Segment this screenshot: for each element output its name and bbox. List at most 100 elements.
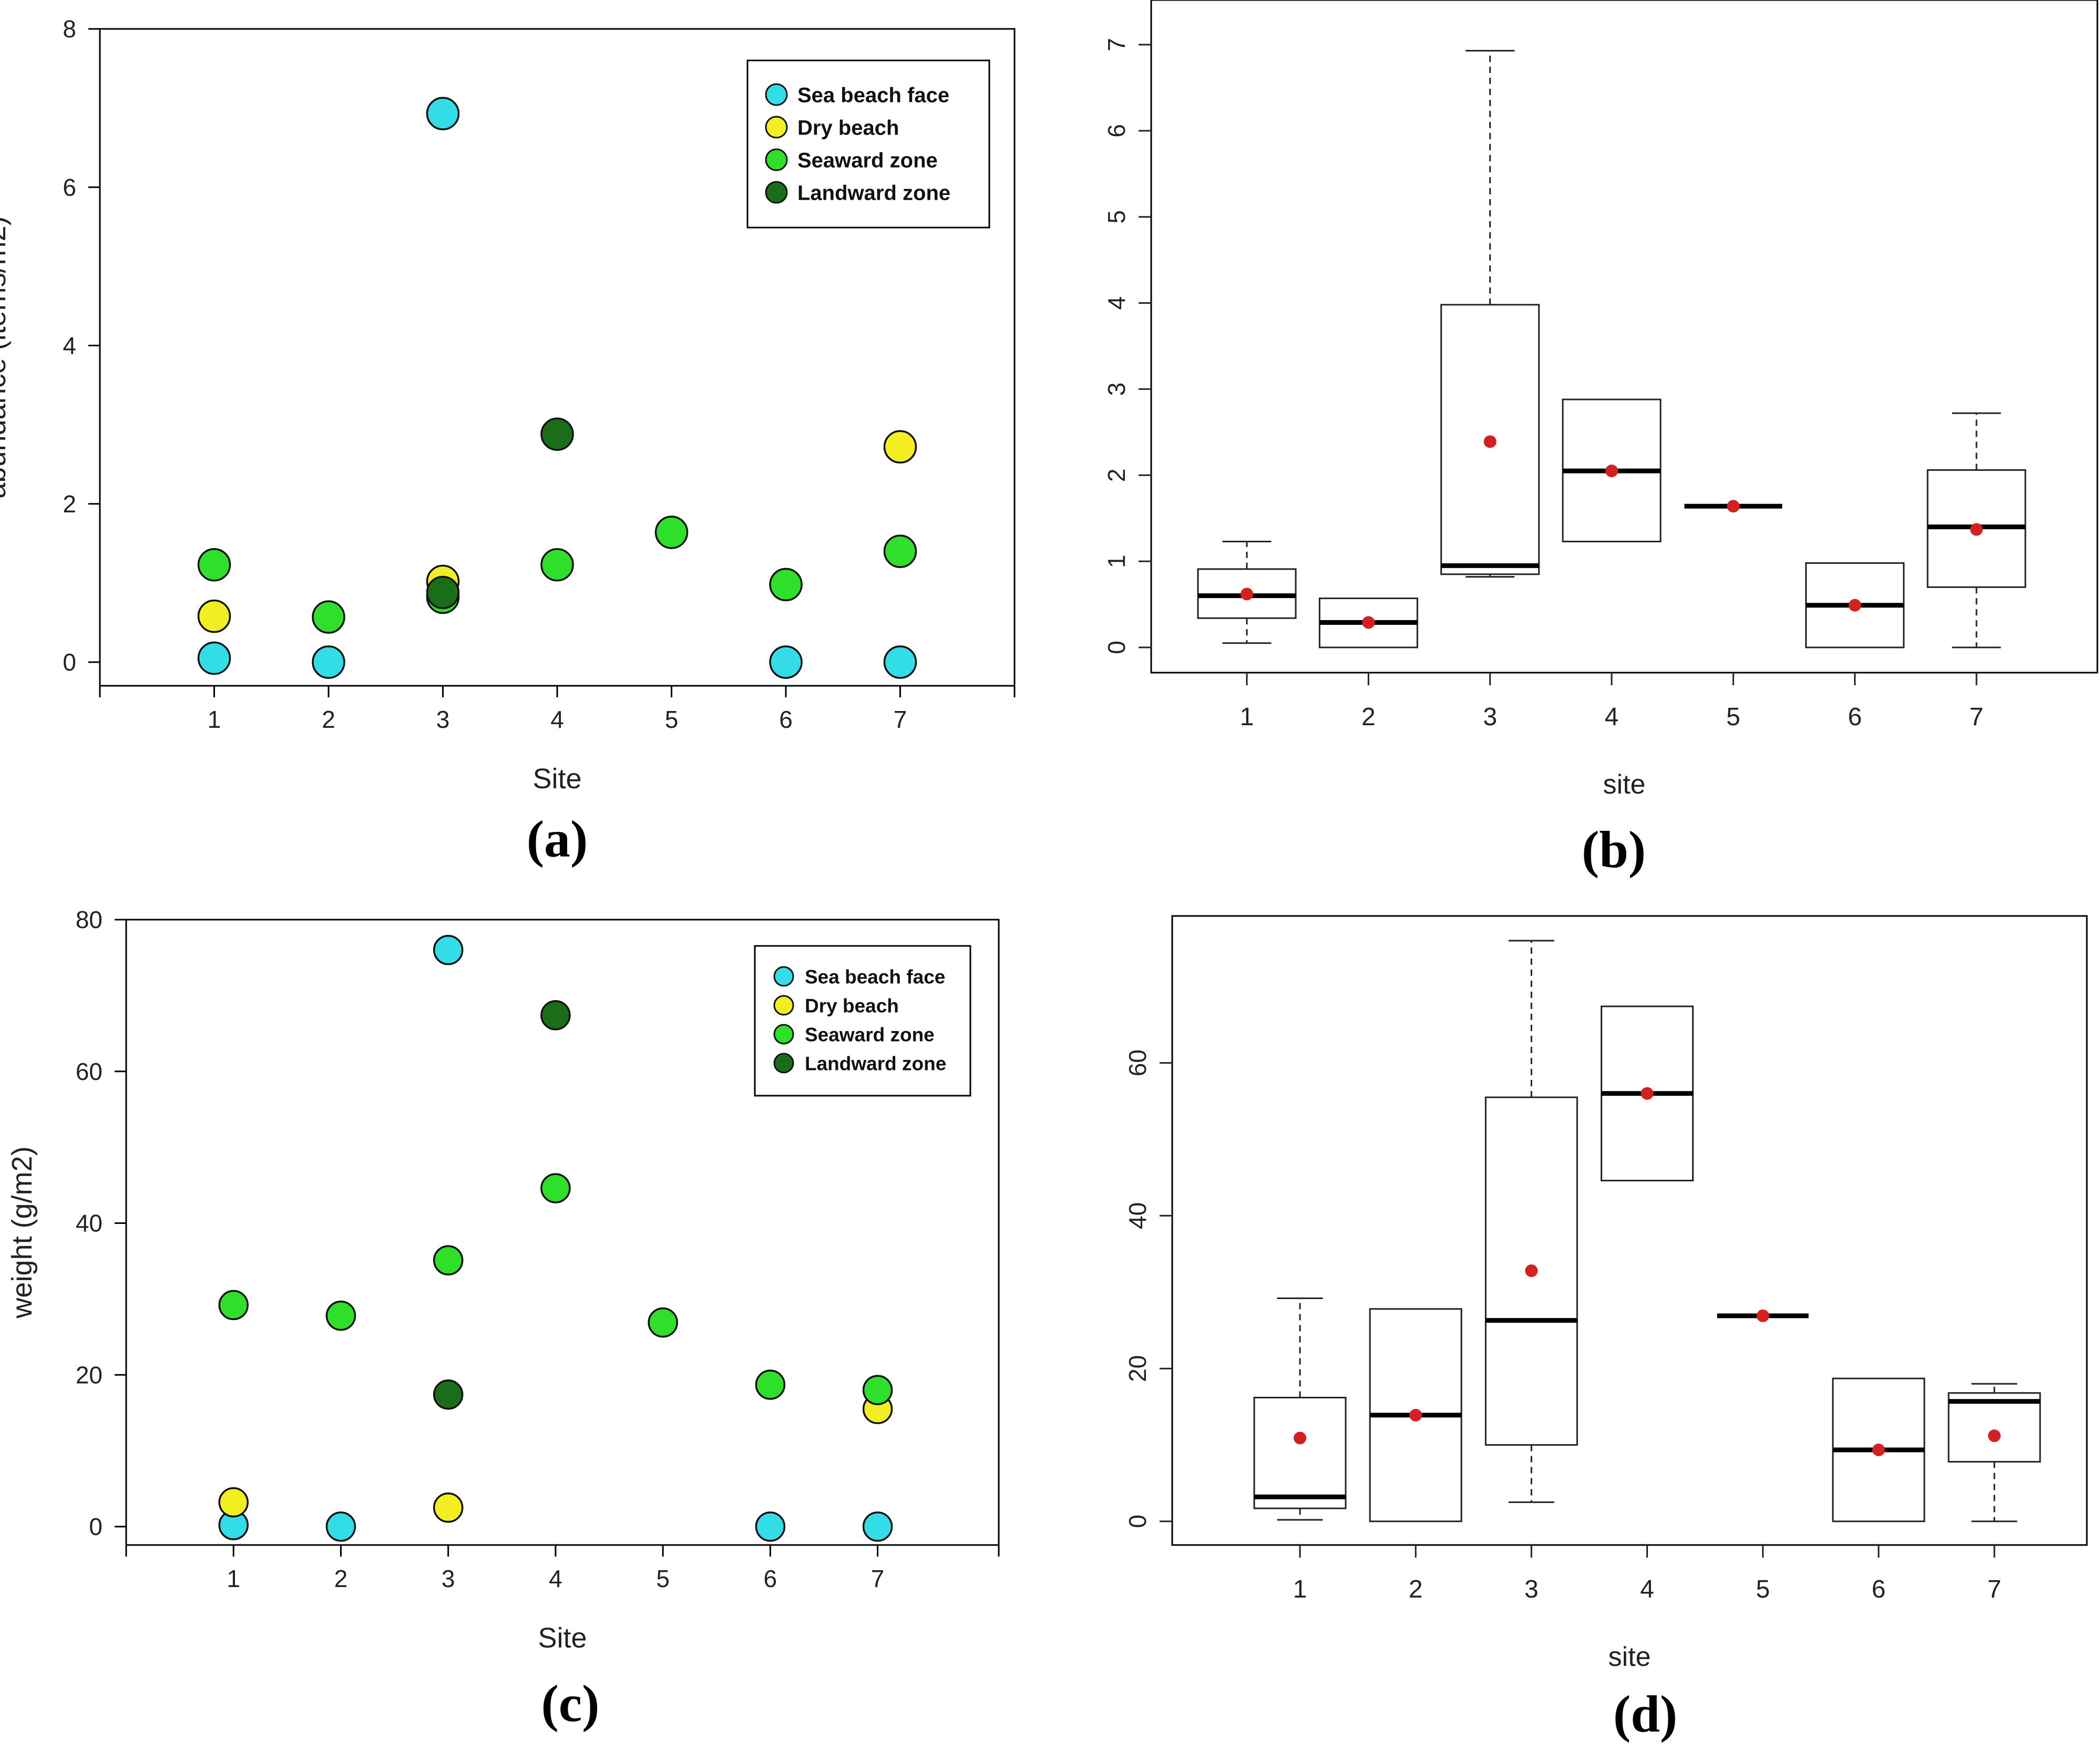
- data-point: [197, 641, 231, 675]
- x-tick-label: 4: [550, 706, 564, 733]
- x-tick-label: 2: [1361, 703, 1376, 731]
- legend-label: Sea beach face: [805, 966, 945, 987]
- data-point: [218, 1290, 249, 1321]
- y-tick-label: 0: [63, 648, 76, 676]
- y-tick-label: 3: [1103, 383, 1130, 396]
- plot-frame: [1171, 915, 2088, 1546]
- y-axis-label: weight (g/m2): [6, 1146, 38, 1319]
- data-point: [426, 97, 460, 130]
- data-point: [769, 568, 803, 602]
- data-point: [426, 575, 460, 610]
- legend-marker: [773, 1053, 794, 1074]
- x-tick-label: 6: [1871, 1575, 1886, 1603]
- box-mean: [1241, 588, 1253, 601]
- x-axis-label: Site: [532, 763, 581, 795]
- legend-marker: [765, 181, 788, 204]
- data-point: [433, 1492, 464, 1523]
- data-point: [433, 1245, 464, 1275]
- data-point: [540, 1000, 571, 1031]
- panel-b-label: (b): [1582, 820, 1646, 879]
- y-tick-label: 2: [63, 490, 76, 518]
- box-mean: [1756, 1309, 1769, 1322]
- x-tick-label: 5: [656, 1565, 670, 1592]
- box-mean: [1988, 1429, 2001, 1443]
- data-point: [883, 534, 917, 568]
- box-mean: [1848, 599, 1861, 612]
- x-tick-label: 6: [764, 1565, 777, 1592]
- data-point: [883, 645, 917, 679]
- panel-c-label: (c): [541, 1674, 600, 1733]
- legend-label: Sea beach face: [797, 84, 949, 107]
- legend-marker: [773, 966, 794, 987]
- x-tick-label: 2: [334, 1565, 348, 1592]
- data-point: [755, 1511, 786, 1542]
- data-point: [769, 645, 803, 679]
- panel-a-abundance-scatter: (a) 0 2 4 6 8 1 2 3 4 5 6 7 Site abundance (items/m2)…: [0, 15, 1016, 868]
- x-tick-label: 7: [871, 1565, 885, 1592]
- box-mean: [1409, 1408, 1422, 1422]
- x-axis-label: Site: [538, 1622, 587, 1654]
- legend-marker: [773, 995, 794, 1016]
- data-point: [218, 1487, 249, 1518]
- x-tick-label: 7: [1970, 703, 1984, 731]
- legend-label: Landward zone: [797, 181, 950, 204]
- x-tick-label: 1: [227, 1565, 240, 1592]
- x-tick-label: 7: [1988, 1575, 2002, 1603]
- y-tick-label: 0: [1124, 1515, 1151, 1528]
- x-tick-label: 1: [208, 706, 221, 733]
- box-mean: [1727, 500, 1740, 513]
- y-tick-label: 8: [63, 15, 76, 43]
- x-tick-label: 3: [436, 706, 450, 733]
- data-point: [325, 1300, 356, 1331]
- legend-marker: [773, 1024, 794, 1045]
- data-point: [312, 645, 345, 679]
- y-tick-label: 0: [89, 1513, 103, 1540]
- data-point: [755, 1369, 786, 1400]
- x-tick-label: 5: [1726, 703, 1740, 731]
- panel-d-weight-boxplot: (d) 0 20 40 60 1 2 3 4 5 6 7 site: [1124, 915, 2088, 1743]
- data-point: [540, 417, 574, 451]
- x-tick-label: 3: [442, 1565, 455, 1592]
- x-tick-label: 2: [322, 706, 335, 733]
- x-tick-label: 4: [1605, 703, 1619, 731]
- y-tick-label: 20: [1124, 1355, 1151, 1382]
- y-tick-label: 20: [76, 1361, 103, 1388]
- y-tick-label: 6: [63, 173, 76, 201]
- box-mean: [1525, 1264, 1538, 1278]
- y-tick-label: 60: [1124, 1049, 1151, 1076]
- data-point: [862, 1375, 893, 1405]
- x-axis-label: site: [1603, 769, 1646, 800]
- legend-label: Dry beach: [797, 116, 899, 139]
- x-tick-label: 3: [1524, 1575, 1539, 1603]
- data-point: [540, 1173, 571, 1203]
- x-tick-label: 7: [894, 706, 907, 733]
- legend-label: Landward zone: [805, 1053, 946, 1074]
- y-tick-label: 6: [1103, 124, 1130, 138]
- y-tick-label: 7: [1103, 38, 1130, 52]
- legend-marker: [765, 83, 788, 106]
- x-tick-label: 3: [1483, 703, 1497, 731]
- panel-a-label: (a): [527, 810, 588, 868]
- y-tick-label: 60: [76, 1058, 103, 1085]
- data-point: [648, 1307, 678, 1338]
- x-tick-label: 6: [1848, 703, 1862, 731]
- box-mean: [1872, 1444, 1885, 1457]
- legend-box: [746, 59, 990, 229]
- x-tick-label: 1: [1240, 703, 1254, 731]
- box-mean: [1641, 1087, 1654, 1100]
- legend-marker: [765, 116, 788, 139]
- box-mean: [1483, 435, 1497, 448]
- x-tick-label: 5: [665, 706, 679, 733]
- data-point: [433, 1379, 464, 1410]
- plot-frame: [1150, 0, 2098, 674]
- y-tick-label: 5: [1103, 210, 1130, 224]
- box-iqr: [1948, 1392, 2041, 1463]
- y-tick-label: 40: [76, 1210, 103, 1237]
- y-tick-label: 2: [1103, 468, 1130, 482]
- x-axis-label: site: [1609, 1642, 1651, 1672]
- y-tick-label: 4: [1103, 296, 1130, 310]
- y-tick-label: 4: [63, 332, 76, 359]
- box-mean: [1970, 523, 1983, 536]
- data-point: [883, 430, 917, 464]
- plot-frame: [125, 919, 1000, 1546]
